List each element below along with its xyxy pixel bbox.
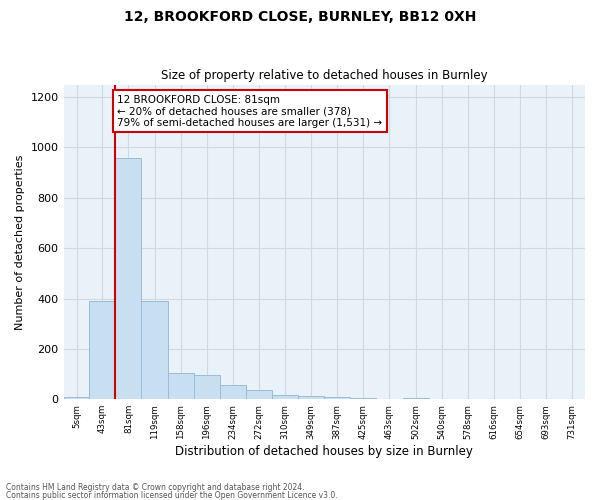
Bar	[168, 373, 194, 399]
Bar	[89, 301, 115, 399]
Text: 12, BROOKFORD CLOSE, BURNLEY, BB12 0XH: 12, BROOKFORD CLOSE, BURNLEY, BB12 0XH	[124, 10, 476, 24]
Text: Contains HM Land Registry data © Crown copyright and database right 2024.: Contains HM Land Registry data © Crown c…	[6, 484, 305, 492]
Bar	[194, 376, 220, 399]
Bar	[220, 386, 246, 399]
Bar	[272, 394, 298, 399]
Text: 12 BROOKFORD CLOSE: 81sqm
← 20% of detached houses are smaller (378)
79% of semi: 12 BROOKFORD CLOSE: 81sqm ← 20% of detac…	[118, 94, 383, 128]
Bar	[246, 390, 272, 399]
Bar	[324, 396, 350, 399]
Bar	[115, 158, 142, 399]
Bar	[298, 396, 324, 399]
Bar	[350, 398, 376, 399]
Bar	[64, 396, 89, 399]
Bar	[142, 301, 168, 399]
Text: Contains public sector information licensed under the Open Government Licence v3: Contains public sector information licen…	[6, 490, 338, 500]
X-axis label: Distribution of detached houses by size in Burnley: Distribution of detached houses by size …	[175, 444, 473, 458]
Title: Size of property relative to detached houses in Burnley: Size of property relative to detached ho…	[161, 69, 488, 82]
Y-axis label: Number of detached properties: Number of detached properties	[15, 154, 25, 330]
Bar	[403, 398, 428, 399]
